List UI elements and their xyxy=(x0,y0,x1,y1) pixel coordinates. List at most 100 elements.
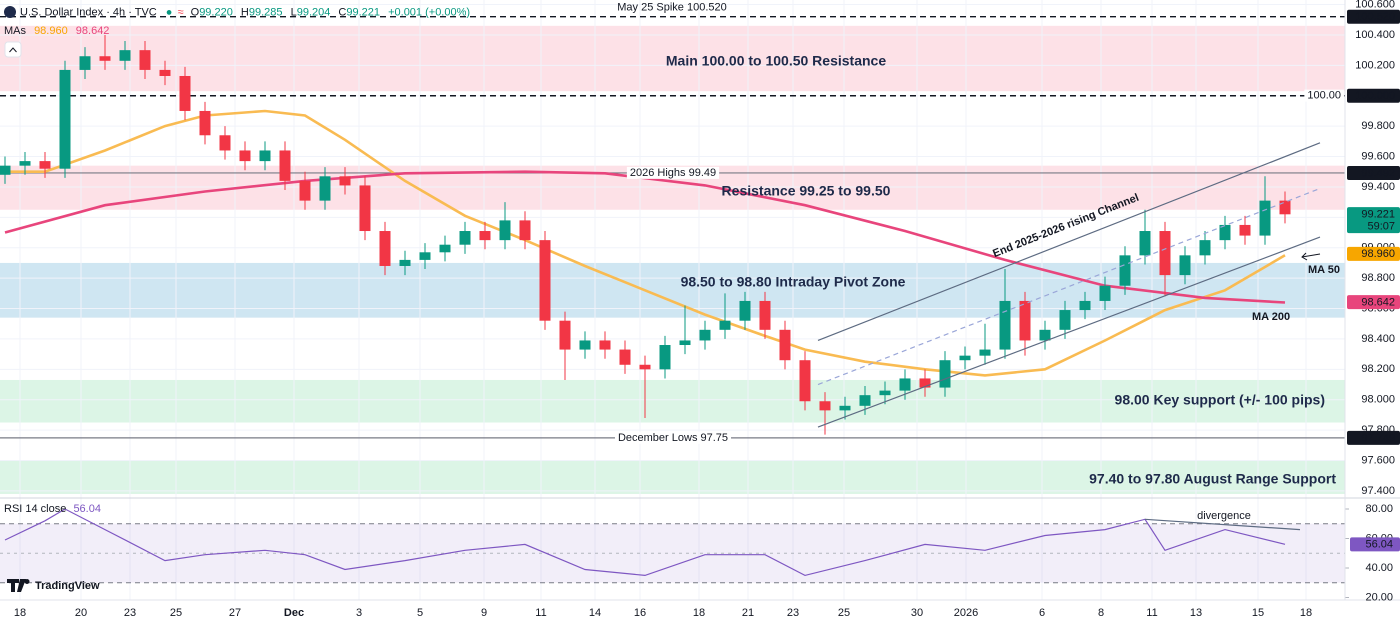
candle-body xyxy=(1179,255,1191,276)
candle-body xyxy=(79,56,91,70)
y-tick-label: 100.200 xyxy=(1355,59,1395,71)
x-tick-label: 8 xyxy=(1098,607,1104,619)
axis-marker xyxy=(1347,207,1400,234)
zone xyxy=(0,460,1345,494)
candle-body xyxy=(1139,231,1151,256)
label-background xyxy=(1304,89,1344,102)
candle-body xyxy=(399,259,411,266)
x-tick-label: 18 xyxy=(14,607,26,619)
candle-body xyxy=(239,150,251,162)
candle-body xyxy=(359,185,371,232)
candle-body xyxy=(539,240,551,321)
x-tick-label: 14 xyxy=(589,607,601,619)
y-tick-label: 98.200 xyxy=(1361,363,1395,375)
x-tick-label: 25 xyxy=(170,607,182,619)
axis-marker xyxy=(1347,295,1400,310)
rsi-tick-label: 20.00 xyxy=(1365,591,1393,603)
x-tick-label: 18 xyxy=(1300,607,1312,619)
candle-body xyxy=(579,340,591,350)
axis-marker-label: 100.520 xyxy=(1355,11,1395,23)
zone-label: Main 100.00 to 100.50 Resistance xyxy=(666,53,886,69)
brand: TradingView xyxy=(35,580,100,592)
y-tick-label: 98.000 xyxy=(1361,394,1395,406)
x-tick-label: 30 xyxy=(911,607,923,619)
y-tick-label: 100.600 xyxy=(1355,0,1395,10)
candle-body xyxy=(559,320,571,350)
zone xyxy=(0,25,1345,92)
candle-body xyxy=(1099,285,1111,301)
level-label: December Lows 97.75 xyxy=(618,432,728,444)
divergence-line xyxy=(1144,518,1301,531)
collapse-button[interactable] xyxy=(4,41,22,58)
candle-body xyxy=(999,300,1011,350)
candle-body xyxy=(959,355,971,361)
x-tick-label: 25 xyxy=(838,607,850,619)
axis-marker xyxy=(1347,9,1400,24)
x-tick-label: 20 xyxy=(75,607,87,619)
y-tick-label: 99.600 xyxy=(1361,150,1395,162)
rsi-tick-label: 40.00 xyxy=(1365,562,1393,574)
ohlc-value: 99.221 xyxy=(346,6,380,18)
x-tick-label: 11 xyxy=(535,607,546,619)
candle-body xyxy=(1239,224,1251,236)
zone xyxy=(0,379,1345,423)
candle-body xyxy=(739,300,751,321)
candle-body xyxy=(1039,329,1051,341)
candle-body xyxy=(519,220,531,241)
level-label: 2026 Highs 99.49 xyxy=(630,167,716,179)
y-tick-label: 97.600 xyxy=(1361,454,1395,466)
legend-header: U.S. Dollar Index · 4h · TVC ● ≈ O99.220… xyxy=(4,6,470,592)
rsi-value: 56.04 xyxy=(73,503,101,515)
rsi-row: RSI 14 close 56.04 xyxy=(4,503,101,515)
candle-body xyxy=(839,405,851,411)
axis-marker xyxy=(1350,537,1400,552)
candle-body xyxy=(859,395,871,406)
axis-marker-label: 98.642 xyxy=(1361,297,1395,309)
x-tick-label: 15 xyxy=(1252,607,1264,619)
y-tick-label: 98.400 xyxy=(1361,333,1395,345)
candle-body xyxy=(0,165,11,175)
candle-body xyxy=(1159,231,1171,276)
axis-marker-sub: 59:07 xyxy=(1367,221,1395,233)
rsi-tick-label: 80.00 xyxy=(1365,503,1393,515)
ma-value: 98.960 xyxy=(34,25,68,37)
ohlc-value: 99.204 xyxy=(297,6,331,18)
x-tick-label: 3 xyxy=(356,607,362,619)
ohlc-key: L xyxy=(291,6,297,18)
x-tick-label: 5 xyxy=(417,607,423,619)
candle-body xyxy=(879,390,891,396)
candle-body xyxy=(799,360,811,402)
status: ● xyxy=(166,6,173,18)
y-tick-label: 98.800 xyxy=(1361,272,1395,284)
y-tick-label: 97.400 xyxy=(1361,485,1395,497)
zone-label: Resistance 99.25 to 99.50 xyxy=(722,183,891,199)
candle-body xyxy=(119,50,131,61)
candle-body xyxy=(139,50,151,70)
divergence-label: divergence xyxy=(1197,510,1251,522)
candle-body xyxy=(639,364,651,370)
brand-logo xyxy=(7,579,30,592)
axis-marker-label: 99.492 xyxy=(1361,167,1395,179)
axis-marker-label: 97.749 xyxy=(1361,432,1395,444)
candle-body xyxy=(619,349,631,365)
candle-body xyxy=(719,320,731,330)
candle-body xyxy=(479,231,491,241)
candle-body xyxy=(1199,240,1211,256)
candle-body xyxy=(279,150,291,181)
candle-body xyxy=(1119,255,1131,286)
rsi-pane: divergence xyxy=(0,508,1349,598)
candle-body xyxy=(379,231,391,266)
ma-line xyxy=(4,170,1286,304)
candle-body xyxy=(659,345,671,370)
status: ≈ xyxy=(178,6,184,18)
mas-label: MAs xyxy=(4,25,27,37)
candle-body xyxy=(259,150,271,162)
candle-body xyxy=(219,135,231,151)
rsi-label: RSI 14 close xyxy=(4,503,66,515)
collapse-icon xyxy=(9,47,17,53)
label-background xyxy=(626,166,720,179)
x-tick-label: 16 xyxy=(634,607,646,619)
x-tick-label: 23 xyxy=(787,607,799,619)
candle-body xyxy=(299,180,311,201)
